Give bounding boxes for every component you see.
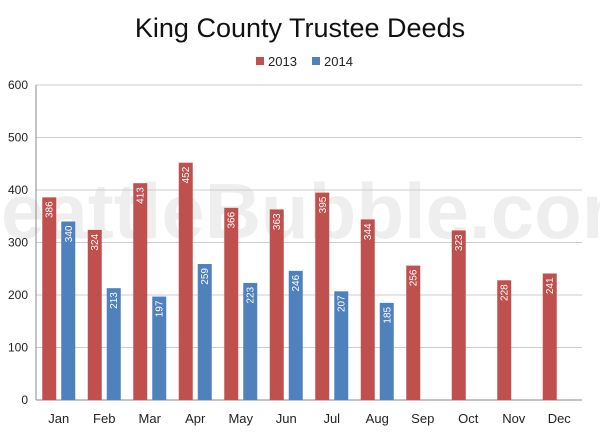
data-label: 256	[409, 269, 420, 286]
bar-2013-dec	[542, 273, 557, 400]
bar-2013-jul	[315, 192, 330, 400]
y-tick-label: 200	[8, 288, 28, 302]
data-label: 223	[246, 286, 257, 303]
bar-2013-aug	[360, 219, 375, 400]
bar-2014-aug	[379, 302, 394, 400]
data-label: 344	[363, 223, 374, 240]
x-tick-label: Oct	[458, 411, 479, 426]
bar-2014-feb	[106, 288, 121, 400]
data-label: 395	[318, 196, 329, 213]
bar-2014-mar	[152, 296, 167, 400]
bar-2013-feb	[87, 229, 102, 400]
y-tick-label: 400	[8, 183, 28, 197]
x-tick-label: May	[228, 411, 253, 426]
x-tick-label: Apr	[185, 411, 206, 426]
data-label: 366	[227, 211, 238, 228]
legend-label-2013: 2013	[268, 54, 297, 69]
bar-2014-jul	[334, 291, 349, 400]
data-label: 340	[64, 225, 75, 242]
data-label: 323	[454, 234, 465, 251]
y-tick-label: 300	[8, 236, 28, 250]
x-axis: Jan Feb Mar Apr May Jun Jul Aug Sep Oct Nov Dec	[48, 411, 571, 426]
chart-title: King County Trustee Deeds	[135, 13, 465, 43]
data-label: 213	[109, 292, 120, 309]
bar-2014-apr	[197, 264, 212, 400]
x-tick-label: Dec	[548, 411, 572, 426]
x-tick-label: Sep	[411, 411, 434, 426]
x-tick-label: Aug	[366, 411, 389, 426]
y-tick-label: 500	[8, 131, 28, 145]
data-label: 197	[155, 300, 166, 317]
x-tick-label: Nov	[502, 411, 526, 426]
data-labels: 386 340 324 213 413 197 452 259 366 223 363 246 395 2…	[45, 166, 557, 323]
data-label: 363	[272, 213, 283, 230]
data-label: 228	[500, 284, 511, 301]
y-tick-label: 600	[8, 78, 28, 92]
x-tick-label: Jun	[276, 411, 297, 426]
y-tick-label: 0	[21, 393, 28, 407]
bar-2013-may	[224, 207, 239, 400]
bar-2013-sep	[406, 265, 421, 400]
data-label: 324	[90, 233, 101, 250]
data-label: 246	[291, 274, 302, 291]
bar-2014-jun	[288, 270, 303, 400]
legend-swatch-2014	[312, 57, 320, 65]
data-label: 386	[45, 201, 56, 218]
legend-swatch-2013	[256, 57, 264, 65]
bar-2013-jun	[269, 209, 284, 400]
bar-2013-apr	[178, 162, 193, 400]
bar-2014-jan	[61, 221, 76, 400]
data-label: 207	[337, 295, 348, 312]
chart-legend: 2013 2014	[256, 54, 353, 69]
y-axis: 0 100 200 300 400 500 600	[8, 78, 37, 407]
bar-2013-oct	[451, 230, 466, 400]
grid-lines	[36, 84, 582, 401]
bars	[42, 162, 557, 400]
data-label: 259	[200, 268, 211, 285]
legend-label-2014: 2014	[324, 54, 353, 69]
y-tick-label: 100	[8, 341, 28, 355]
bar-2014-may	[243, 282, 258, 400]
x-tick-label: Jul	[323, 411, 340, 426]
data-label: 241	[545, 277, 556, 294]
bar-2013-nov	[497, 280, 512, 400]
x-tick-label: Mar	[139, 411, 162, 426]
data-label: 185	[382, 306, 393, 323]
bar-2013-jan	[42, 197, 57, 400]
bar-2013-mar	[133, 183, 148, 400]
x-tick-label: Feb	[93, 411, 115, 426]
data-label: 413	[136, 187, 147, 204]
data-label: 452	[181, 166, 192, 183]
x-tick-label: Jan	[48, 411, 69, 426]
